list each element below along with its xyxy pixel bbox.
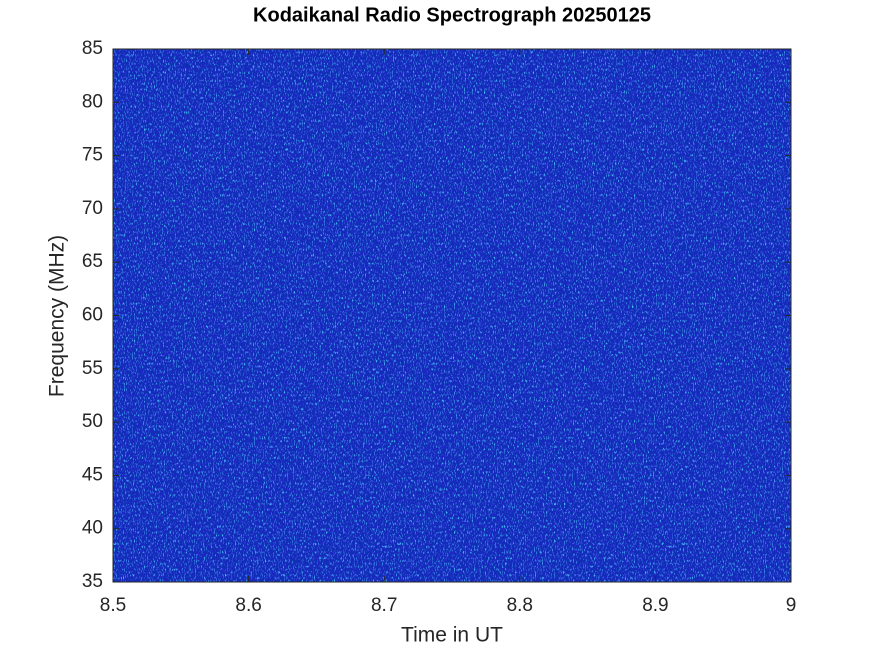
y-tick-label: 80 xyxy=(82,91,103,112)
y-tick-label: 35 xyxy=(82,571,103,592)
y-tick-label: 45 xyxy=(82,464,103,485)
x-tick-label: 8.9 xyxy=(642,595,668,616)
x-tick-label: 8.8 xyxy=(507,595,533,616)
chart-title: Kodaikanal Radio Spectrograph 20250125 xyxy=(253,4,651,26)
y-tick-label: 85 xyxy=(82,38,103,59)
y-tick-label: 65 xyxy=(82,251,103,272)
x-axis-label: Time in UT xyxy=(401,624,503,647)
y-axis-label: Frequency (MHz) xyxy=(46,235,69,397)
y-tick-label: 40 xyxy=(82,518,103,539)
x-tick-label: 9 xyxy=(786,595,797,616)
x-tick-label: 8.6 xyxy=(235,595,261,616)
y-tick-label: 50 xyxy=(82,411,103,432)
spectrogram-texture xyxy=(113,49,791,582)
y-tick-label: 55 xyxy=(82,358,103,379)
x-tick-label: 8.7 xyxy=(371,595,397,616)
x-tick-label: 8.5 xyxy=(100,595,126,616)
y-tick-label: 75 xyxy=(82,145,103,166)
y-tick-label: 60 xyxy=(82,305,103,326)
y-tick-label: 70 xyxy=(82,198,103,219)
